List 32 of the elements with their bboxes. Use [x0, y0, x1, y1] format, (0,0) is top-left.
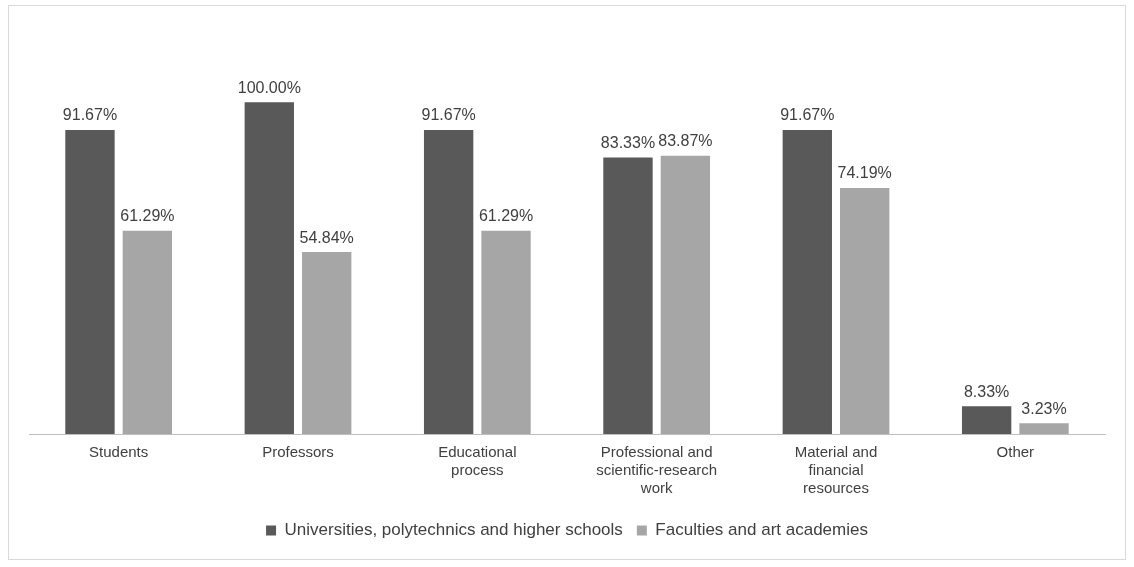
bar [660, 155, 711, 434]
legend-label: Universities, polytechnics and higher schools [284, 520, 623, 540]
x-tick-label: Professional and scientific-research work [596, 443, 718, 497]
bar [603, 157, 653, 434]
bar [840, 187, 890, 434]
data-label: 91.67% [421, 106, 476, 124]
bar [244, 102, 294, 434]
bar [481, 230, 531, 434]
x-tick-label: Professors [262, 443, 334, 461]
bar [65, 129, 115, 434]
bar [1019, 423, 1069, 434]
data-label: 3.23% [1021, 399, 1067, 417]
legend-label: Faculties and art academies [655, 520, 868, 540]
x-tick-label: Material and financial resources [794, 443, 878, 497]
data-label: 83.87% [658, 132, 713, 150]
x-tick-label: Other [996, 443, 1035, 461]
x-tick-label: Educational process [438, 443, 517, 479]
bar [782, 129, 832, 434]
data-label: 54.84% [299, 228, 354, 246]
data-label: 61.29% [478, 207, 534, 225]
data-label: 91.67% [62, 106, 118, 124]
bar [122, 230, 173, 434]
data-label: 74.19% [837, 164, 892, 182]
data-label: 91.67% [780, 106, 835, 124]
x-tick-label: Students [89, 443, 149, 461]
data-label: 61.29% [120, 207, 175, 225]
bar [302, 252, 352, 434]
data-label: 8.33% [963, 382, 1010, 400]
data-label: 83.33% [600, 134, 656, 152]
data-label: 100.00% [237, 78, 301, 96]
bar [961, 406, 1012, 434]
bar [423, 129, 474, 434]
